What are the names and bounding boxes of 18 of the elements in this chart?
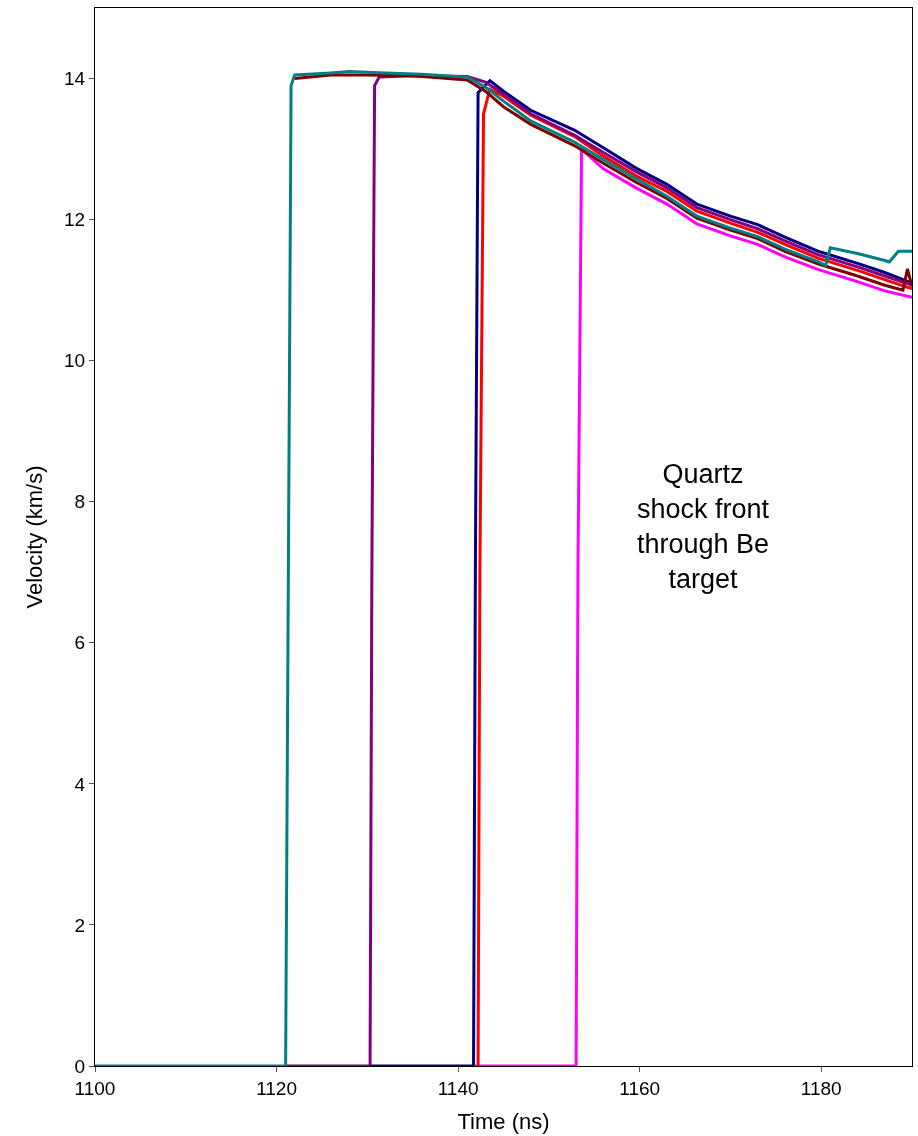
x-tick-label: 1180 <box>800 1077 842 1099</box>
y-tick-label: 2 <box>74 914 86 936</box>
y-tick-label: 6 <box>74 632 86 654</box>
x-tick-label: 1140 <box>437 1077 479 1099</box>
x-tick-label: 1120 <box>256 1077 297 1099</box>
y-axis-title: Velocity (km/s) <box>21 465 47 609</box>
y-tick-label: 10 <box>63 350 86 372</box>
line-series <box>293 73 912 292</box>
y-tick-label: 0 <box>74 1055 86 1077</box>
y-tick-label: 14 <box>63 68 86 90</box>
x-tick-label: 1160 <box>619 1077 661 1099</box>
x-axis-title: Time (ns) <box>457 1108 550 1134</box>
line-series <box>95 69 912 1066</box>
y-tick-label: 4 <box>74 773 86 795</box>
y-tick-label: 12 <box>63 209 86 231</box>
x-tick-label: 1100 <box>74 1077 116 1099</box>
y-tick-label: 8 <box>74 491 86 513</box>
annotation: Quartz shock front through Be target <box>637 459 770 595</box>
